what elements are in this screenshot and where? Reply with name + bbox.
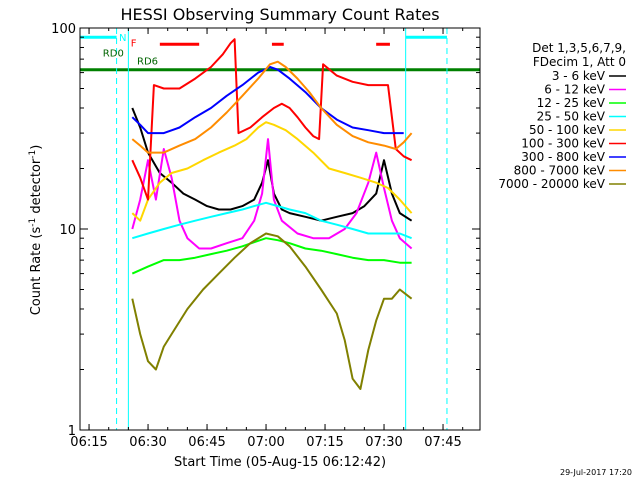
x-tick-label: 06:45 xyxy=(188,435,225,450)
annotation-rd6: RD6 xyxy=(137,56,158,67)
legend-label: 100 - 300 keV xyxy=(521,137,605,151)
legend-label: 25 - 50 keV xyxy=(537,110,606,124)
series-50-100-kev xyxy=(131,121,413,222)
observing-bars xyxy=(80,28,480,430)
y-tick-label: 100 xyxy=(51,22,76,37)
series-12-25-kev xyxy=(131,237,412,275)
x-tick-label: 07:45 xyxy=(424,435,461,450)
x-tick-label: 06:15 xyxy=(70,435,107,450)
y-axis-label: Count Rate (s-1 detector-1) xyxy=(28,145,44,316)
x-axis-label: Start Time (05-Aug-15 06:12:42) xyxy=(174,455,386,470)
series-7000-20000-kev xyxy=(131,232,413,390)
annotation-rd0: RD0 xyxy=(103,49,124,60)
annotations: RD0 RD6 N F xyxy=(103,33,158,67)
x-tick-label: 07:15 xyxy=(306,435,343,450)
chart-title: HESSI Observing Summary Count Rates xyxy=(120,5,439,24)
legend-label: 3 - 6 keV xyxy=(552,69,606,83)
x-tick-label: 07:30 xyxy=(365,435,402,450)
legend-label: 12 - 25 keV xyxy=(537,96,606,110)
legend-label: 50 - 100 keV xyxy=(529,123,606,137)
y-tick-label: 10 xyxy=(59,223,76,238)
x-tick-label: 07:00 xyxy=(247,435,284,450)
series-300-800-kev xyxy=(131,66,404,135)
y-tick-label: 1 xyxy=(68,424,76,439)
series-layer xyxy=(131,38,413,390)
legend-label: 300 - 800 keV xyxy=(521,150,605,164)
x-axis-ticks: 06:15 06:30 06:45 07:00 07:15 07:30 07:45 xyxy=(70,28,464,450)
legend-label: 6 - 12 keV xyxy=(544,83,606,97)
series-800-7000-kev xyxy=(131,60,413,154)
legend-label: 800 - 7000 keV xyxy=(514,164,606,178)
annotation-f: F xyxy=(131,38,137,49)
footer-timestamp: 29-Jul-2017 17:20 xyxy=(560,468,632,477)
series-25-50-kev xyxy=(132,201,412,240)
legend-header: FDecim 1, Att 0 xyxy=(533,55,626,69)
x-tick-label: 06:30 xyxy=(129,435,166,450)
series-6-12-kev xyxy=(131,138,413,250)
legend: Det 1,3,5,6,7,9,FDecim 1, Att 03 - 6 keV… xyxy=(498,41,626,191)
legend-header: Det 1,3,5,6,7,9, xyxy=(532,41,626,55)
series-100-300-kev xyxy=(131,38,413,201)
y-axis-ticks: 1 10 100 xyxy=(51,22,480,439)
annotation-n: N xyxy=(119,33,126,44)
series-3-6-kev xyxy=(131,107,413,222)
legend-label: 7000 - 20000 keV xyxy=(498,177,605,191)
